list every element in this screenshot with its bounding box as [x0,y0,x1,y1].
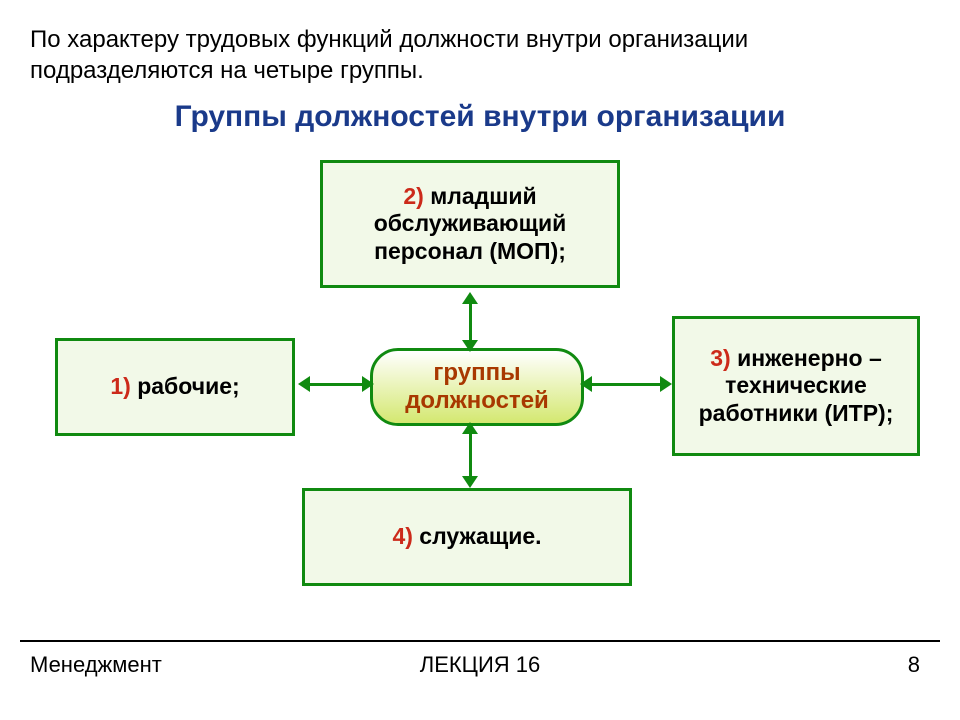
footer-page-number: 8 [908,652,920,678]
box-engineers: 3) инженерно – технические работники (ИТ… [672,316,920,456]
intro-text: По характеру трудовых функций должности … [30,24,910,86]
box-workers: 1) рабочие; [55,338,295,436]
center-line1: группы [433,359,520,386]
center-node: группы должностей [370,348,584,426]
box-right-num: 3) [710,345,730,371]
slide-title: Группы должностей внутри организации [0,100,960,134]
box-left-num: 1) [110,373,130,399]
box-junior-staff: 2) младший обслуживающий персонал (МОП); [320,160,620,288]
box-employees: 4) служащие. [302,488,632,586]
footer-center: ЛЕКЦИЯ 16 [0,652,960,678]
box-bottom-label: служащие. [419,523,541,549]
box-bottom-num: 4) [392,523,412,549]
footer-divider [20,640,940,642]
box-top-num: 2) [403,183,423,209]
center-line2: должностей [405,387,549,414]
box-left-label: рабочие; [137,373,239,399]
